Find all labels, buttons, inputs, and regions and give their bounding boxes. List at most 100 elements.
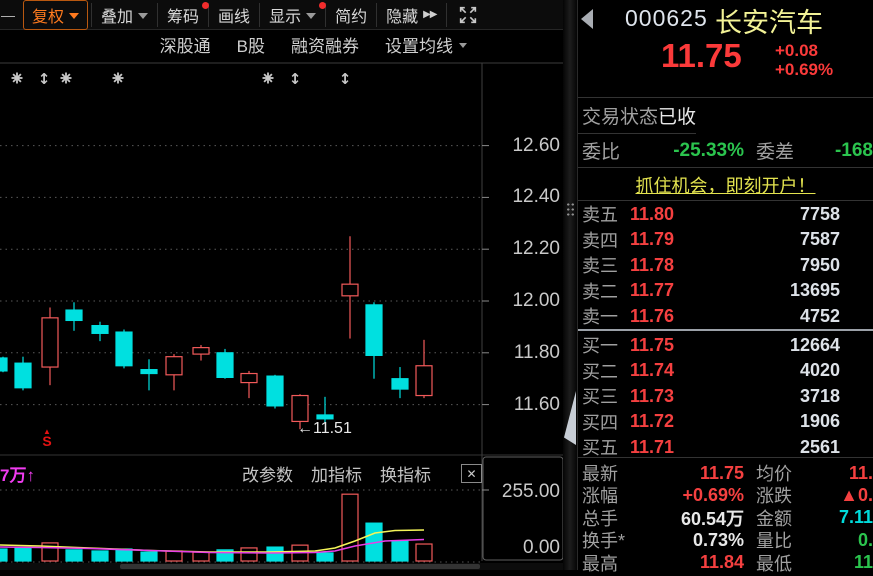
price-low-annotation: ←11.51 <box>297 420 352 437</box>
candle-body <box>140 369 158 375</box>
close-indicator-button[interactable]: ✕ <box>461 464 482 483</box>
burst-marker-icon <box>112 72 124 84</box>
stat-label: 最低 <box>756 553 792 574</box>
overlay-button[interactable]: 叠加 <box>92 1 157 29</box>
tab-b-share[interactable]: B股 <box>236 36 265 56</box>
ask-price: 11.79 <box>629 229 674 250</box>
caret-down-icon <box>69 12 80 19</box>
burst-marker-icon <box>60 72 72 84</box>
ask-volume: 7758 <box>799 203 840 224</box>
y-axis-tick-label: 12.60 <box>512 134 560 156</box>
toolbar-separator <box>376 2 378 27</box>
ma-settings-label: 设置均线 <box>385 36 453 56</box>
tab-szhk-connect[interactable]: 深股通 <box>159 36 211 56</box>
adjust-price-button[interactable]: 复权 <box>23 0 89 30</box>
candle-body <box>14 362 32 389</box>
stats-row: 换手* 0.73% 量比 0. <box>578 527 873 552</box>
expand-arrows-icon <box>459 6 476 23</box>
signal-marker-s: ▲ S <box>39 428 55 449</box>
ask-level-label: 卖二 <box>582 281 618 302</box>
volume-bar <box>192 551 210 562</box>
tab-margin-trading[interactable]: 融资融券 <box>291 36 359 56</box>
y-axis-tick-label: 11.80 <box>513 341 560 363</box>
horizontal-scrollbar[interactable] <box>0 563 563 570</box>
stat-label: 涨跌 <box>756 486 792 507</box>
weicha-value: -168 <box>834 139 873 161</box>
back-arrow-icon[interactable] <box>581 9 593 29</box>
hide-button[interactable]: 隐藏 ▶▶ <box>377 1 445 29</box>
ask-row[interactable]: 卖五 11.80 7758 <box>578 201 873 227</box>
draw-line-button[interactable]: 画线 <box>209 1 259 29</box>
splitter-grip-icon[interactable] <box>566 202 576 218</box>
candle-body <box>266 375 284 407</box>
stat-label: 量比 <box>756 531 792 552</box>
burst-marker-icon <box>11 72 23 84</box>
bid-level-label: 买一 <box>582 336 618 356</box>
status-value: 已收 <box>658 107 697 128</box>
bid-level-label: 买三 <box>582 387 618 408</box>
ask-volume: 7587 <box>799 229 840 250</box>
button-label: 简约 <box>335 8 368 26</box>
open-account-link[interactable]: 抓住机会，即刻开户！ <box>635 175 816 196</box>
candle-body <box>115 331 133 367</box>
bid-volume: 2561 <box>799 436 840 457</box>
bid-row[interactable]: 买五 11.71 2561 <box>578 434 873 460</box>
stat-value: 7.11 <box>838 507 873 528</box>
candle-body <box>415 365 433 397</box>
fullscreen-button[interactable] <box>451 2 485 28</box>
bid-row[interactable]: 买三 11.73 3718 <box>578 383 873 409</box>
change-params-button[interactable]: 改参数 <box>242 466 293 485</box>
ask-volume: 7950 <box>799 254 840 275</box>
bid-row[interactable]: 买一 11.75 12664 <box>578 332 873 358</box>
button-label: 筹码 <box>167 8 200 26</box>
candle-body <box>240 372 258 384</box>
weicha-label: 委差 <box>756 142 795 163</box>
panel-splitter[interactable] <box>563 0 577 570</box>
bid-volume: 12664 <box>789 334 840 355</box>
add-indicator-button[interactable]: 加指标 <box>311 466 362 485</box>
stat-label: 金额 <box>756 508 792 529</box>
stats-row: 总手 60.54万 金额 7.11 <box>578 505 873 529</box>
volume-ma-line-magenta <box>0 538 425 554</box>
bid-row[interactable]: 买四 11.72 1906 <box>578 409 873 435</box>
simple-mode-button[interactable]: 简约 <box>326 1 376 29</box>
stat-label: 最新 <box>582 464 618 484</box>
toolbar-separator <box>157 2 159 27</box>
bid-price: 11.72 <box>629 411 674 432</box>
stat-label: 换手* <box>582 531 626 552</box>
ask-row[interactable]: 卖四 11.79 7587 <box>578 227 873 253</box>
candle-body <box>216 352 234 379</box>
double-arrow-right-icon: ▶▶ <box>423 9 437 20</box>
scrollbar-thumb[interactable] <box>120 564 480 569</box>
red-dot-badge <box>319 1 327 9</box>
ma-settings-dropdown[interactable]: 设置均线 <box>385 32 467 57</box>
bid-price: 11.74 <box>629 360 674 381</box>
chip-distribution-button[interactable]: 筹码 <box>158 1 210 29</box>
ask-row[interactable]: 卖三 11.78 7950 <box>578 252 873 278</box>
candle-body <box>341 283 359 297</box>
volume-bar <box>341 493 359 562</box>
updown-arrow-icon: ↕ <box>38 70 51 88</box>
ask-row[interactable]: 卖一 11.76 4752 <box>578 303 873 329</box>
bid-price: 11.71 <box>629 436 674 457</box>
y-axis-tick-label: 11.60 <box>513 393 560 415</box>
bid-level-label: 买四 <box>582 412 618 433</box>
button-label: 隐藏 <box>386 8 419 26</box>
toolbar-separator <box>208 2 210 27</box>
status-label: 交易状态 <box>582 107 659 128</box>
caret-down-icon <box>459 42 467 48</box>
book-divider <box>578 329 873 331</box>
display-button[interactable]: 显示 <box>260 1 327 29</box>
candlestick-volume-chart[interactable]: ↕ ↕ ↕ <box>0 0 563 570</box>
bid-row[interactable]: 买二 11.74 4020 <box>578 358 873 384</box>
stat-label: 均价 <box>756 464 792 484</box>
stat-value: ▲0. <box>840 484 873 505</box>
price-change-block: +0.08 +0.69% <box>775 41 833 79</box>
toolbar-overflow-dash: — <box>1 6 15 23</box>
ask-row[interactable]: 卖二 11.77 13695 <box>578 278 873 304</box>
stat-value: 11.75 <box>699 462 744 483</box>
ask-volume: 4752 <box>799 305 840 326</box>
ask-level-label: 卖一 <box>582 307 618 328</box>
switch-indicator-button[interactable]: 换指标 <box>380 466 431 485</box>
